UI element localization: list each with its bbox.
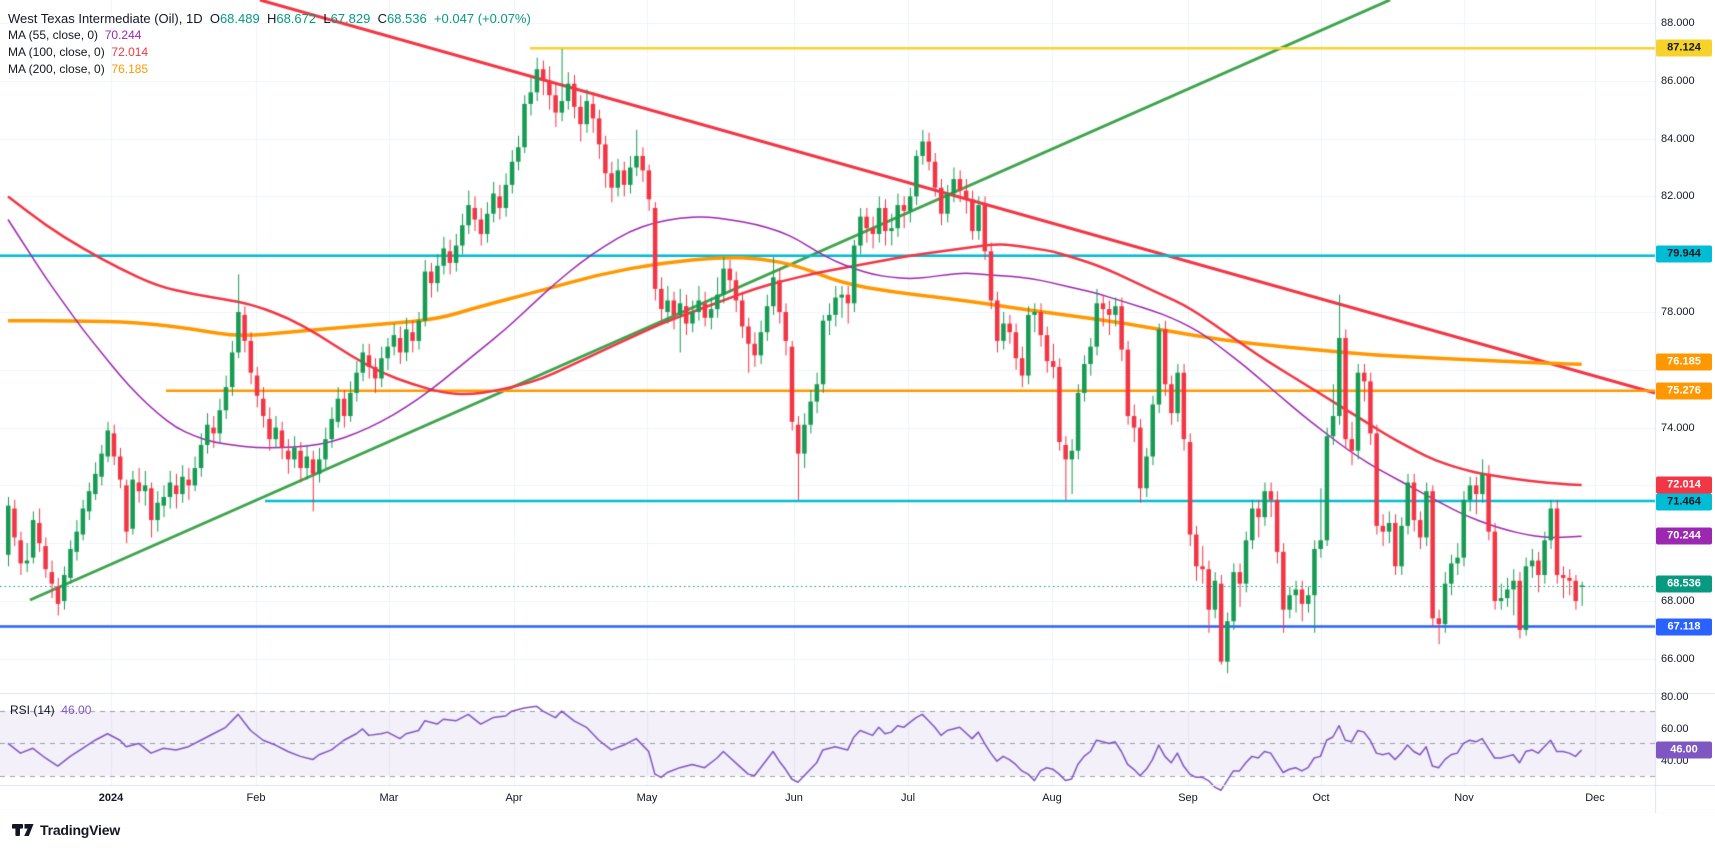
ma55-label: MA (55, close, 0): [8, 28, 99, 42]
footer-bar: TradingView: [0, 813, 1715, 848]
price-level-badge: 70.244: [1656, 527, 1712, 545]
time-axis-label: Nov: [1454, 792, 1474, 804]
price-axis[interactable]: 88.000 86.000 84.000 82.000 78.000 74.000 68.0…: [1655, 0, 1715, 813]
price-axis-label: 60.00: [1661, 723, 1689, 735]
ma100-label: MA (100, close, 0): [8, 45, 105, 59]
ma55-legend-row[interactable]: MA (55, close, 0) 70.244: [8, 27, 531, 44]
time-axis-label: Aug: [1042, 792, 1062, 804]
price-level-badge: 87.124: [1656, 39, 1712, 57]
price-level-badge: 46.00: [1656, 741, 1712, 759]
time-axis-label: Jul: [900, 792, 916, 804]
ohlc-low-label: L: [323, 11, 331, 26]
ma200-legend-row[interactable]: MA (200, close, 0) 76.185: [8, 61, 531, 78]
price-level-badge: 79.944: [1656, 245, 1712, 263]
time-axis-label: Apr: [505, 792, 523, 804]
price-level-badge: 76.185: [1656, 353, 1712, 371]
price-axis-label: 66.000: [1661, 653, 1695, 665]
tradingview-logo-text: TradingView: [40, 822, 121, 838]
time-axis-label: Feb: [246, 792, 266, 804]
tradingview-logo-icon: [12, 824, 34, 836]
change-value: +0.047 (+0.07%): [433, 11, 531, 26]
ma200-value: 76.185: [111, 62, 149, 76]
price-level-badge: 67.118: [1656, 618, 1712, 636]
time-axis-label: Jun: [785, 792, 803, 804]
time-axis-label: May: [636, 792, 658, 804]
tradingview-logo[interactable]: TradingView: [12, 822, 120, 838]
symbol-title[interactable]: West Texas Intermediate (Oil), 1D: [8, 11, 203, 26]
price-axis-label: 80.00: [1661, 691, 1689, 703]
price-axis-label: 68.000: [1661, 595, 1695, 607]
rsi-legend-row[interactable]: RSI (14) 46.00: [10, 703, 91, 717]
time-axis-label: 2024: [98, 792, 124, 804]
price-level-badge: 71.464: [1656, 493, 1712, 511]
ohlc-high-value: 68.672: [276, 11, 317, 26]
price-axis-label: 82.000: [1661, 190, 1695, 202]
price-level-badge: 72.014: [1656, 476, 1712, 494]
time-axis-label: Dec: [1585, 792, 1605, 804]
time-axis-label: Oct: [1312, 792, 1330, 804]
ma100-value: 72.014: [111, 45, 149, 59]
ma200-label: MA (200, close, 0): [8, 62, 105, 76]
ohlc-high-label: H: [266, 11, 277, 26]
price-axis-label: 74.000: [1661, 422, 1695, 434]
time-axis[interactable]: 2024 Feb Mar Apr May Jun Jul Aug Sep Oct Nov Dec: [0, 786, 1655, 813]
ma55-value: 70.244: [104, 28, 142, 42]
price-axis-label: 78.000: [1661, 306, 1695, 318]
price-axis-label: 86.000: [1661, 75, 1695, 87]
ohlc-close-value: 68.536: [386, 11, 427, 26]
ohlc-open-label: O: [209, 11, 220, 26]
price-level-badge: 68.536: [1656, 575, 1712, 593]
symbol-ohlc-row[interactable]: West Texas Intermediate (Oil), 1D O68.48…: [8, 10, 531, 27]
time-axis-label: Mar: [379, 792, 399, 804]
price-axis-label: 84.000: [1661, 133, 1695, 145]
time-axis-label: Sep: [1178, 792, 1198, 804]
price-level-badge: 75.276: [1656, 382, 1712, 400]
rsi-label: RSI (14): [10, 703, 55, 717]
ohlc-close-label: C: [377, 11, 387, 26]
symbol-legend[interactable]: West Texas Intermediate (Oil), 1D O68.48…: [8, 10, 531, 78]
rsi-value: 46.00: [61, 703, 92, 717]
price-axis-label: 88.000: [1661, 17, 1695, 29]
ohlc-open-value: 68.489: [219, 11, 260, 26]
ma100-legend-row[interactable]: MA (100, close, 0) 72.014: [8, 44, 531, 61]
ohlc-low-value: 67.829: [330, 11, 371, 26]
